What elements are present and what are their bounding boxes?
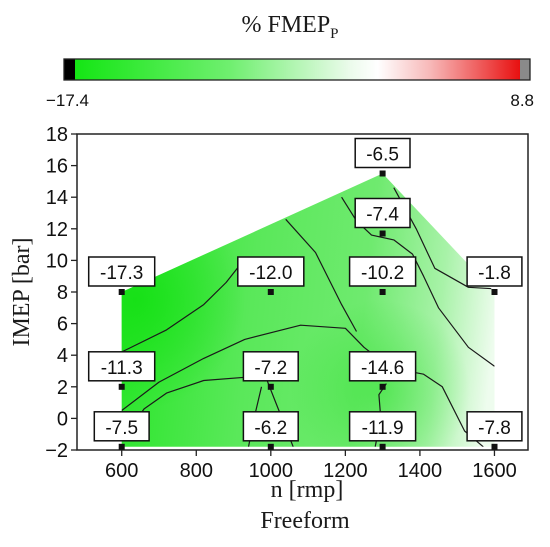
data-marker	[379, 170, 386, 177]
data-marker	[267, 289, 274, 295]
data-point: -10.2	[348, 256, 417, 295]
colorbar-below-range	[64, 59, 75, 80]
data-label: -11.9	[362, 418, 404, 439]
data-label: -7.5	[105, 418, 138, 439]
data-label: -6.5	[366, 145, 399, 166]
data-point: -6.2	[242, 411, 299, 450]
chart-title: % FMEPP	[241, 12, 338, 42]
data-label-box	[354, 197, 411, 229]
data-label: -14.6	[361, 358, 404, 379]
x-tick-label: 1400	[398, 460, 443, 482]
data-label: -17.3	[100, 263, 143, 284]
y-tick-label: 10	[46, 250, 68, 272]
data-marker	[118, 289, 125, 295]
data-points: -17.3 -12.0 -10.2 -1.8 -6.5 -7.4 -11.3 -7.2 -14.…	[87, 137, 523, 450]
data-marker	[491, 289, 498, 295]
y-tick-label: 16	[46, 156, 68, 178]
data-point: -7.5	[93, 411, 150, 450]
data-point: -6.5	[354, 137, 411, 177]
data-marker	[379, 383, 386, 390]
contour-line	[121, 263, 242, 353]
y-tick-label: 2	[57, 377, 68, 399]
y-tick-label: 8	[57, 282, 68, 304]
data-label-box	[354, 137, 411, 169]
y-tick-label: −2	[45, 440, 68, 462]
colorbar-max-label: 8.8	[510, 91, 534, 110]
data-point: -1.8	[466, 256, 523, 295]
data-label: -7.2	[254, 358, 287, 379]
colorbar: −17.4 8.8	[46, 58, 534, 110]
data-marker	[118, 443, 125, 450]
x-tick-label: 1200	[323, 460, 368, 482]
data-label-box	[348, 351, 417, 382]
colorbar-above-range	[520, 59, 530, 80]
data-label-box	[242, 411, 299, 442]
data-marker	[267, 383, 274, 390]
data-label: -12.0	[249, 263, 292, 284]
y-tick-label: 14	[46, 187, 68, 209]
y-axis-label: IMEP [bar]	[9, 237, 35, 346]
data-marker	[379, 443, 386, 450]
data-marker	[379, 289, 386, 295]
data-label-box	[242, 351, 299, 382]
contour-line	[285, 218, 358, 332]
data-point: -14.6	[348, 351, 417, 390]
data-point: -11.3	[87, 351, 156, 390]
data-marker	[267, 443, 274, 450]
contour-line	[121, 324, 484, 447]
data-label-box	[87, 351, 156, 382]
y-tick-label: 4	[57, 345, 68, 367]
y-tick-label: 18	[46, 124, 68, 146]
y-axis: −2 0 2 4 6 8 10 12 14 16 18	[45, 124, 77, 462]
x-tick-label: 1000	[249, 460, 294, 482]
data-marker	[118, 383, 125, 390]
data-point: -11.9	[348, 411, 417, 450]
data-point: -7.2	[242, 351, 299, 390]
data-point: -17.3	[87, 256, 156, 295]
data-label-box	[348, 256, 417, 287]
data-label: -11.3	[101, 358, 143, 379]
x-tick-label: 800	[180, 460, 213, 482]
chart-caption: Freeform	[260, 508, 350, 534]
colorbar-min-label: −17.4	[46, 91, 89, 110]
data-label: -1.8	[478, 263, 511, 284]
data-label: -6.2	[254, 418, 287, 439]
data-label-box	[466, 411, 523, 442]
plot-area: 600 800 1000 1200 1400 1600 −2 0 2 4 6 8 10 12 14 16 18…	[45, 124, 529, 482]
colorbar-frame	[63, 58, 531, 81]
data-label: -10.2	[361, 263, 404, 284]
data-point: -7.4	[354, 197, 411, 237]
data-label: -7.8	[478, 418, 511, 439]
data-label-box	[466, 256, 523, 287]
chart-title-subscript: P	[330, 26, 338, 42]
data-label-box	[348, 411, 417, 442]
data-label-box	[237, 256, 305, 287]
data-point: -7.8	[466, 411, 523, 450]
data-label-box	[93, 411, 150, 442]
data-label-box	[87, 256, 156, 287]
data-point: -12.0	[237, 256, 305, 295]
y-tick-label: 12	[46, 219, 68, 241]
y-tick-label: 0	[57, 408, 68, 430]
colorbar-gradient	[75, 59, 520, 80]
x-tick-label: 1600	[472, 460, 517, 482]
data-marker	[379, 230, 386, 237]
data-marker	[491, 443, 498, 450]
x-axis: 600 800 1000 1200 1400 1600	[105, 450, 517, 482]
y-tick-label: 6	[57, 314, 68, 336]
x-tick-label: 600	[105, 460, 138, 482]
data-label: -7.4	[366, 205, 399, 226]
x-axis-label: n [rmp]	[271, 477, 344, 503]
